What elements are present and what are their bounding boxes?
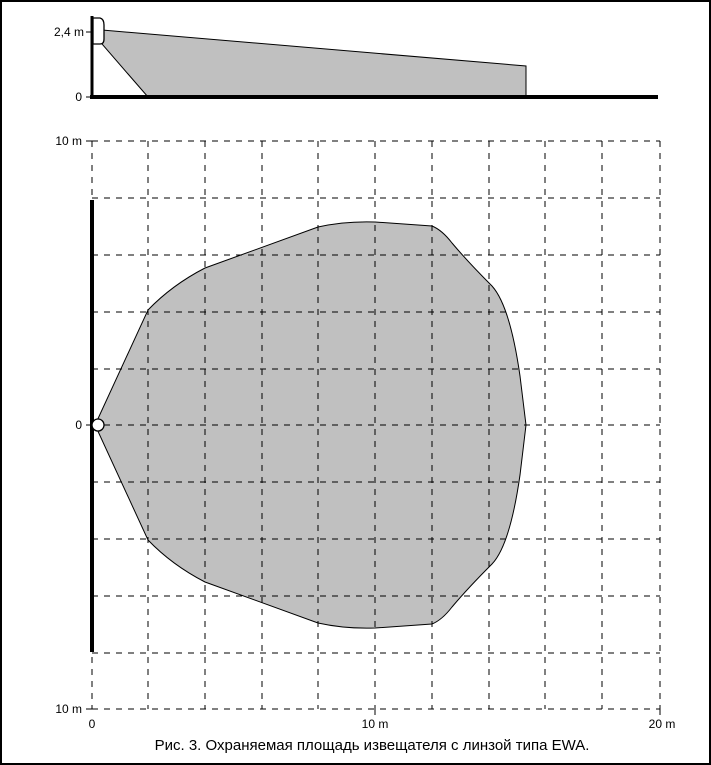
side-view: 2,4 m 0	[54, 16, 658, 104]
detector-side-icon	[92, 17, 105, 45]
top-view: 10 m 0 10 m 0 10 m 20 m	[55, 134, 675, 731]
y-bottom-label: 10 m	[55, 702, 82, 716]
figure-caption: Рис. 3. Охраняемая площадь извещателя с …	[155, 737, 590, 754]
x-end-label: 20 m	[649, 717, 676, 731]
side-height-label: 2,4 m	[54, 25, 84, 39]
x-start-label: 0	[89, 717, 96, 731]
detector-top-icon	[91, 418, 105, 432]
x-mid-label: 10 m	[362, 717, 389, 731]
y-center-label: 0	[75, 418, 82, 432]
side-floor-label: 0	[75, 90, 82, 104]
y-top-label: 10 m	[55, 134, 82, 148]
